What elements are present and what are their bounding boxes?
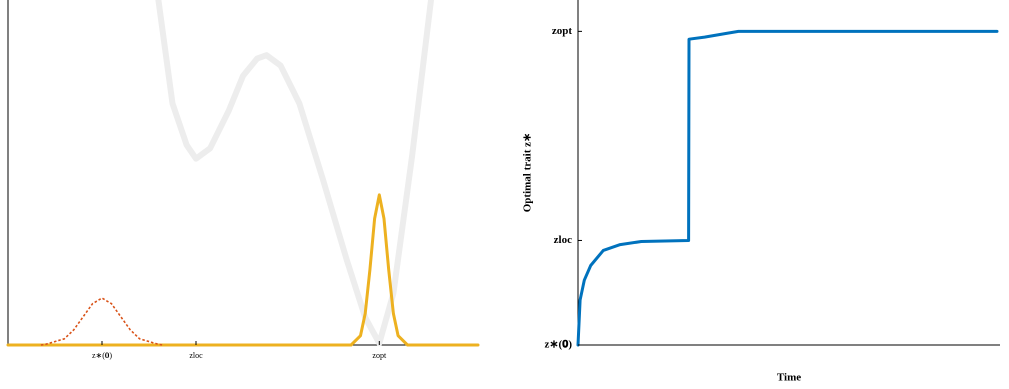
data-line: [155, 0, 434, 347]
y-axis-label: Optimal trait z∗: [522, 133, 534, 212]
x-tick-label: z∗(𝟎): [92, 351, 112, 360]
data-line: [6, 193, 480, 347]
data-line: [576, 29, 999, 347]
y-tick-label: zloc: [554, 234, 572, 246]
x-tick-label: zopt: [372, 351, 387, 360]
x-tick-label: zloc: [189, 351, 203, 360]
x-axis-label: Time: [777, 372, 801, 384]
y-tick-label: z∗(𝟎): [544, 339, 572, 351]
data-line: [40, 297, 164, 346]
y-tick-label: zopt: [552, 25, 573, 37]
